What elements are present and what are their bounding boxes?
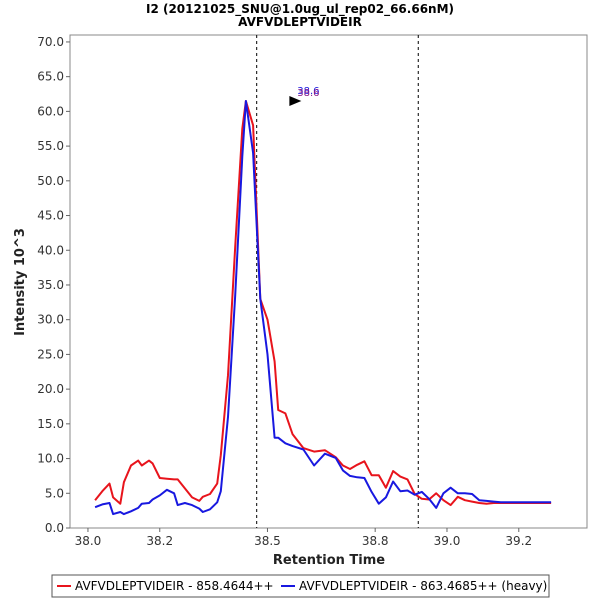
plot-area <box>69 34 588 529</box>
legend-item-heavy: AVFVDLEPTVIDEIR - 863.4685++ (heavy) <box>299 579 547 593</box>
series-line-light <box>94 100 552 507</box>
x-axis: 38.0 38.2 38.5 38.8 39.0 39.2 <box>75 528 532 548</box>
y-axis-label: Intensity 10^3 <box>13 228 28 336</box>
legend: AVFVDLEPTVIDEIR - 858.4644++ AVFVDLEPTVI… <box>51 574 550 598</box>
peak-label: 38.6 <box>297 88 319 99</box>
y-tick-label: 5.0 <box>45 486 64 500</box>
y-axis: 0.0 5.0 10.0 15.0 20.0 25.0 30.0 35.0 40.0 45.0 50… <box>37 35 70 535</box>
x-axis-label: Retention Time <box>273 553 385 568</box>
y-tick-label: 40.0 <box>37 243 64 257</box>
x-tick-label: 39.2 <box>505 534 532 548</box>
x-tick-label: 38.5 <box>254 534 281 548</box>
chart-subtitle: AVFVDLEPTVIDEIR <box>238 15 362 29</box>
y-tick-label: 50.0 <box>37 174 64 188</box>
legend-item-light: AVFVDLEPTVIDEIR - 858.4644++ <box>75 579 274 593</box>
peak-label: 38.6 <box>297 86 319 97</box>
y-tick-label: 70.0 <box>37 35 64 49</box>
x-tick-label: 38.2 <box>146 534 173 548</box>
y-tick-label: 10.0 <box>37 452 64 466</box>
y-tick-label: 45.0 <box>37 209 64 223</box>
chart-title: I2 (20121025_SNU@1.0ug_ul_rep02_66.66nM) <box>146 2 454 17</box>
peak-boundaries <box>256 35 419 528</box>
series-group <box>94 100 552 516</box>
y-tick-label: 35.0 <box>37 278 64 292</box>
y-tick-label: 15.0 <box>37 417 64 431</box>
x-tick-label: 39.0 <box>434 534 461 548</box>
y-tick-label: 65.0 <box>37 70 64 84</box>
y-tick-label: 20.0 <box>37 382 64 396</box>
peak-marker <box>289 95 302 106</box>
peak-annotation: 38.638.6 <box>289 86 320 106</box>
y-tick-label: 25.0 <box>37 347 64 361</box>
y-tick-label: 0.0 <box>45 521 64 535</box>
x-tick-label: 38.0 <box>75 534 102 548</box>
series-line-heavy <box>94 100 552 516</box>
y-tick-label: 55.0 <box>37 139 64 153</box>
legend-box <box>51 574 550 598</box>
y-tick-label: 30.0 <box>37 313 64 327</box>
x-tick-label: 38.8 <box>362 534 389 548</box>
y-tick-label: 60.0 <box>37 104 64 118</box>
